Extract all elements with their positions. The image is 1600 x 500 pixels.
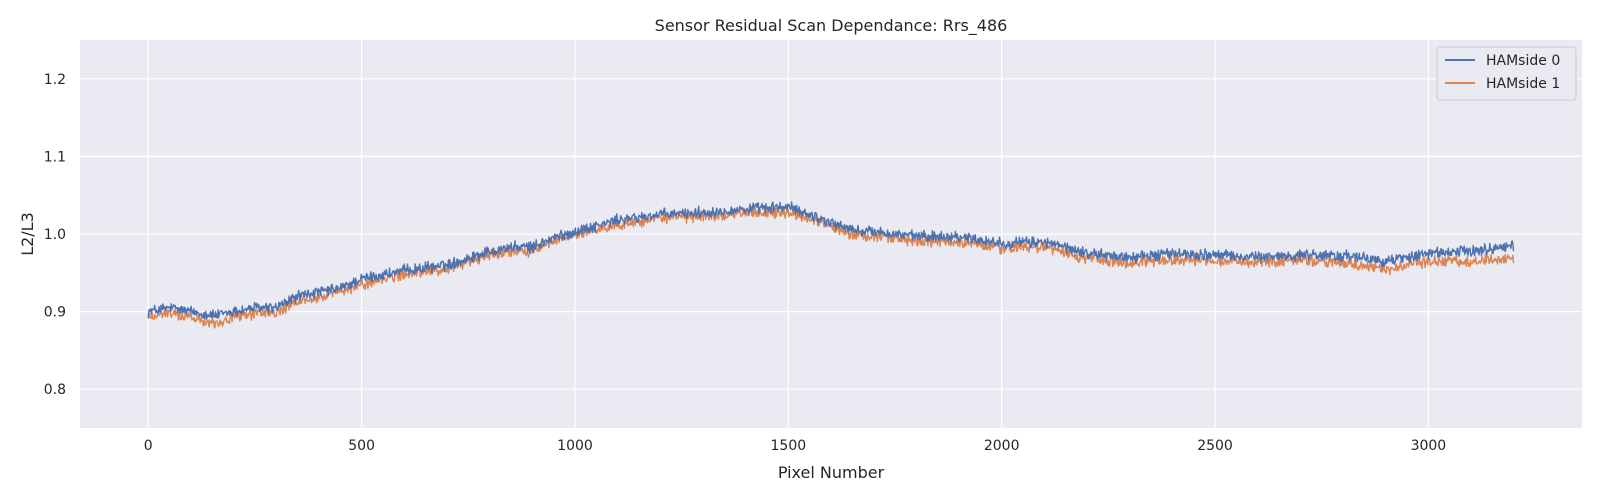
x-tick-label: 0 <box>144 438 153 454</box>
y-tick-label: 1.0 <box>44 227 66 243</box>
legend: HAMside 0 HAMside 1 <box>1436 46 1577 101</box>
chart-title: Sensor Residual Scan Dependance: Rrs_486 <box>655 16 1008 36</box>
y-tick-label: 0.8 <box>44 382 66 398</box>
y-tick-label: 1.1 <box>44 149 66 165</box>
x-tick-label: 2000 <box>984 438 1020 454</box>
legend-label-hamside-1: HAMside 1 <box>1486 76 1560 92</box>
y-axis-label: L2/L3 <box>18 212 37 256</box>
x-axis-label: Pixel Number <box>778 463 885 482</box>
x-tick-label: 2500 <box>1197 438 1233 454</box>
series-layer <box>147 201 1515 329</box>
series-line-hamside-0 <box>147 201 1515 320</box>
grid-lines <box>80 40 1582 428</box>
x-tick-label: 1500 <box>771 438 807 454</box>
x-tick-label: 1000 <box>557 438 593 454</box>
x-tick-labels: 0 500 1000 1500 2000 2500 3000 <box>144 438 1446 454</box>
x-tick-label: 3000 <box>1411 438 1447 454</box>
y-tick-label: 1.2 <box>44 72 66 88</box>
x-tick-label: 500 <box>348 438 375 454</box>
legend-label-hamside-0: HAMside 0 <box>1486 53 1560 69</box>
y-tick-label: 0.9 <box>44 305 66 321</box>
y-tick-labels: 0.8 0.9 1.0 1.1 1.2 <box>44 72 66 398</box>
